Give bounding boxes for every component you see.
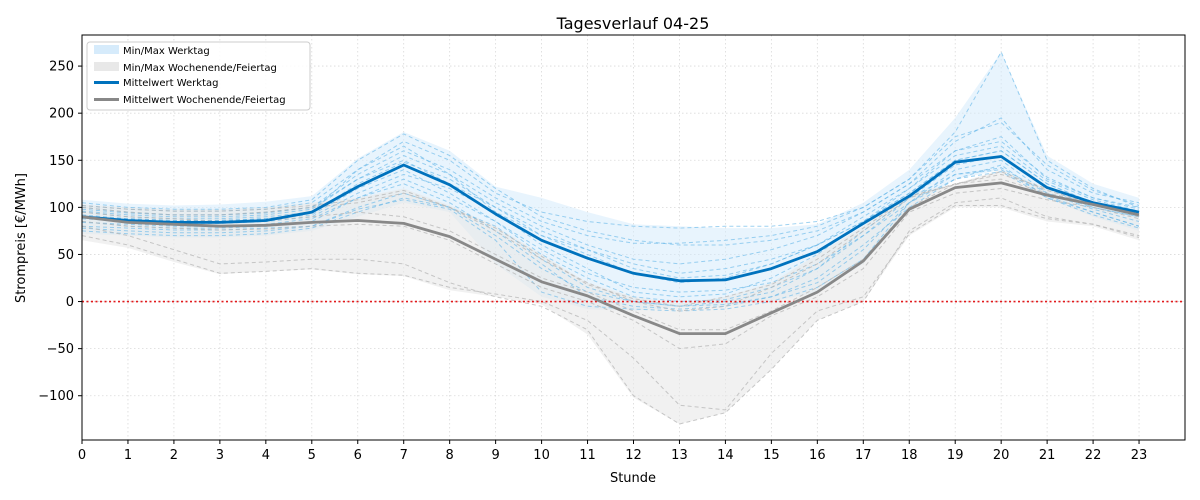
- x-tick-label: 5: [308, 448, 316, 463]
- daily-line-workday: [81, 164, 1140, 307]
- chart-title: Tagesverlauf 04-25: [556, 14, 710, 33]
- x-tick-label: 23: [1131, 448, 1148, 463]
- y-axis-ticks: −100 −50 0 50 100 150 200 250: [38, 60, 82, 404]
- x-tick-label: 6: [354, 448, 362, 463]
- daily-line-workday: [81, 50, 1140, 244]
- x-tick-label: 17: [855, 448, 872, 463]
- x-tick-label: 9: [491, 448, 499, 463]
- x-tick-label: 22: [1085, 448, 1102, 463]
- y-tick-label: 250: [49, 60, 74, 75]
- x-tick-label: 2: [170, 448, 178, 463]
- x-tick-label: 12: [625, 448, 642, 463]
- legend-swatch-band-weekend: [94, 62, 119, 71]
- x-tick-label: 21: [1039, 448, 1056, 463]
- y-tick-label: 50: [57, 248, 74, 263]
- mean-line-workday: [81, 155, 1140, 283]
- legend-label-mean-weekend: Mittelwert Wochenende/Feiertag: [123, 95, 286, 106]
- x-tick-label: 7: [400, 448, 408, 463]
- legend-label-band-workday: Min/Max Werktag: [123, 46, 210, 57]
- y-tick-label: 150: [49, 154, 74, 169]
- x-tick-label: 11: [579, 448, 596, 463]
- mean-lines: [81, 155, 1140, 336]
- x-tick-label: 3: [216, 448, 224, 463]
- legend-label-mean-workday: Mittelwert Werktag: [123, 78, 218, 89]
- legend: Min/Max Werktag Min/Max Wochenende/Feier…: [86, 41, 311, 111]
- legend-box: [86, 41, 311, 111]
- daily-line-workday: [81, 145, 1140, 274]
- daily-line-weekend: [81, 171, 1140, 307]
- y-tick-label: −100: [38, 389, 74, 404]
- mean-line-weekend: [81, 181, 1140, 336]
- x-axis-label: Stunde: [610, 471, 656, 486]
- daily-line-workday: [81, 117, 1140, 246]
- daily-line-workday: [81, 140, 1140, 265]
- daily-line-weekend: [81, 197, 1140, 425]
- x-tick-label: 20: [993, 448, 1010, 463]
- x-tick-label: 1: [124, 448, 132, 463]
- daily-line-workday: [81, 169, 1140, 307]
- x-tick-label: 13: [671, 448, 688, 463]
- legend-swatch-band-workday: [94, 45, 119, 54]
- daily-line-weekend: [81, 205, 1140, 411]
- daily-line-workday: [81, 171, 1140, 312]
- daily-line-weekend: [81, 187, 1140, 350]
- y-tick-label: 100: [49, 201, 74, 216]
- y-axis-label: Strompreis [€/MWh]: [14, 173, 29, 303]
- x-tick-label: 8: [446, 448, 454, 463]
- x-tick-label: 14: [717, 448, 734, 463]
- legend-label-band-weekend: Min/Max Wochenende/Feiertag: [123, 63, 277, 74]
- y-tick-label: 200: [49, 107, 74, 122]
- x-axis-ticks: 0 1 2 3 4 5 6 7 8 9 10 11 12 13 14 15 16 17 18 19 20 21 22 23: [78, 440, 1147, 463]
- x-tick-label: 4: [262, 448, 270, 463]
- x-tick-label: 0: [78, 448, 86, 463]
- x-tick-label: 18: [901, 448, 918, 463]
- y-tick-label: 0: [66, 295, 74, 310]
- x-tick-label: 19: [947, 448, 964, 463]
- x-tick-label: 15: [763, 448, 780, 463]
- y-tick-label: −50: [47, 342, 74, 357]
- x-tick-label: 10: [533, 448, 550, 463]
- daily-line-workday: [81, 136, 1140, 298]
- x-tick-label: 16: [809, 448, 826, 463]
